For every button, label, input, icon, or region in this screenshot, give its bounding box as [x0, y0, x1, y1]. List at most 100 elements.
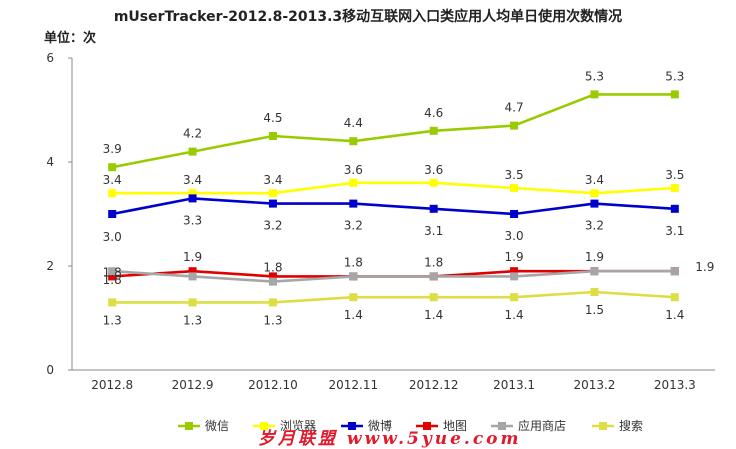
data-label: 1.9: [695, 260, 714, 274]
data-label: 1.5: [585, 303, 604, 317]
data-label: 3.4: [585, 173, 604, 187]
data-label: 1.9: [505, 250, 524, 264]
series-line: [112, 290, 675, 304]
legend-marker: [185, 422, 193, 430]
legend-marker: [498, 422, 506, 430]
data-label: 4.2: [183, 127, 202, 141]
data-label: 5.3: [585, 69, 604, 83]
series-line: [112, 181, 675, 195]
data-point: [429, 178, 438, 187]
data-label: 4.4: [344, 116, 363, 130]
series-5: [108, 267, 679, 286]
data-label: 1.8: [103, 273, 122, 287]
data-point: [510, 293, 519, 302]
data-point: [108, 298, 117, 307]
y-axis-unit-label: 单位：次: [44, 31, 97, 46]
data-label: 3.5: [505, 168, 524, 182]
data-label: 1.9: [585, 250, 604, 264]
data-point: [510, 267, 519, 276]
data-point: [349, 272, 358, 281]
data-label: 3.0: [103, 230, 122, 244]
legend-marker: [348, 422, 356, 430]
chart-axes: [71, 58, 715, 371]
data-point: [349, 137, 358, 146]
data-point: [510, 184, 519, 192]
legend-marker: [423, 422, 431, 430]
data-point: [188, 194, 197, 203]
legend-item: 应用商店: [491, 418, 566, 433]
data-point: [510, 121, 519, 130]
legend-label: 微信: [205, 419, 229, 433]
data-label: 3.6: [424, 163, 443, 177]
data-point: [268, 132, 277, 140]
data-point: [268, 277, 277, 286]
series-3: [108, 194, 679, 218]
legend-item: 搜索: [592, 418, 643, 433]
legend-item: 微博: [341, 418, 392, 433]
data-point: [590, 199, 599, 208]
data-point: [349, 178, 358, 187]
data-point: [188, 189, 197, 198]
data-label: 3.0: [505, 229, 524, 243]
y-tick-label: 4: [46, 155, 54, 169]
data-label: 3.4: [103, 173, 122, 187]
data-point: [108, 267, 117, 276]
legend-label: 搜索: [619, 418, 643, 433]
data-point: [429, 126, 438, 135]
series-1: [108, 90, 679, 172]
data-label: 1.4: [665, 308, 684, 322]
data-point: [108, 272, 117, 281]
legend-marker: [599, 422, 607, 430]
data-point: [268, 199, 277, 208]
data-point: [188, 272, 197, 281]
data-label: 1.8: [263, 261, 282, 275]
data-point: [429, 293, 438, 302]
data-label: 3.2: [585, 219, 604, 233]
x-tick-label: 2012.11: [329, 378, 379, 392]
x-tick-label: 2013.3: [654, 378, 696, 392]
data-point: [670, 267, 679, 276]
series-layer: [108, 90, 679, 307]
data-point: [349, 293, 358, 302]
data-point: [510, 272, 519, 281]
data-point: [429, 204, 438, 213]
data-label-layer: 3.9 4.2 4.5 4.4 4.6 4.7 5.3 5.3 3.4 3.4 3.4 3.6 3.6 3…: [103, 69, 715, 327]
data-label: 3.9: [103, 142, 122, 156]
legend-item: 浏览器: [253, 418, 316, 433]
series-line: [112, 269, 675, 283]
data-label: 1.3: [183, 313, 202, 327]
legend-label: 应用商店: [518, 418, 566, 433]
data-label: 1.8: [424, 255, 443, 269]
legend-item: 地图: [416, 419, 467, 433]
y-tick-label: 2: [46, 259, 54, 273]
data-point: [268, 298, 277, 307]
data-label: 3.2: [263, 219, 282, 233]
data-label: 1.9: [183, 250, 202, 264]
series-line: [111, 197, 675, 216]
data-point: [349, 199, 358, 208]
chart-legend: 微信 浏览器 微博 地图 应用商店 搜索: [178, 418, 643, 433]
data-label: 3.2: [344, 219, 363, 233]
data-label: 1.8: [344, 255, 363, 269]
x-tick-label: 2013.1: [493, 378, 535, 392]
data-point: [268, 272, 277, 281]
data-point: [670, 293, 679, 302]
data-point: [188, 267, 197, 276]
data-label: 3.1: [424, 224, 443, 238]
series-line: [111, 93, 675, 169]
data-label: 5.3: [665, 69, 684, 83]
data-point: [108, 189, 117, 198]
watermark-logo: 岁月联盟 www.5yue.com: [258, 429, 522, 449]
data-label: 4.5: [263, 111, 282, 125]
data-point: [268, 189, 277, 198]
data-point: [590, 90, 599, 99]
data-point: [188, 298, 197, 307]
data-label: 3.3: [183, 213, 202, 227]
x-tick-label: 2012.9: [172, 378, 214, 392]
x-tick-label: 2012.10: [248, 378, 298, 392]
data-point: [670, 90, 679, 99]
data-label: 3.4: [183, 173, 202, 187]
legend-marker: [260, 422, 268, 430]
data-label: 4.6: [424, 106, 443, 120]
